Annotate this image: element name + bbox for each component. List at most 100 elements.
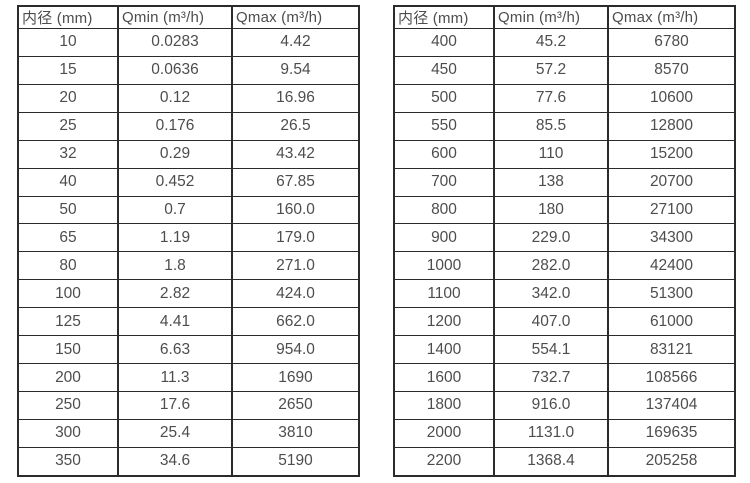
qmax-cell: 424.0: [231, 279, 360, 309]
qmax-cell: 10600: [607, 83, 736, 113]
diameter-cell: 400: [393, 28, 495, 57]
table-row: 700 138 20700: [393, 167, 736, 197]
table-row: 300 25.4 3810: [17, 418, 360, 448]
table-row: 65 1.19 179.0: [17, 223, 360, 253]
table-row: 450 57.2 8570: [393, 55, 736, 85]
qmin-cell: 34.6: [117, 446, 233, 477]
qmax-cell: 51300: [607, 279, 736, 309]
diameter-cell: 80: [17, 251, 119, 281]
qmax-cell: 27100: [607, 195, 736, 225]
qmin-cell: 57.2: [493, 55, 609, 85]
qmax-cell: 3810: [231, 418, 360, 448]
qmax-cell: 42400: [607, 251, 736, 281]
qmin-cell: 11.3: [117, 363, 233, 392]
qmax-cell: 169635: [607, 418, 736, 448]
qmax-cell: 6780: [607, 28, 736, 57]
table-row: 600 110 15200: [393, 139, 736, 169]
table-row: 500 77.6 10600: [393, 83, 736, 113]
header-cell: Qmin (m³/h): [493, 5, 609, 29]
qmax-cell: 160.0: [231, 195, 360, 225]
table-row: 32 0.29 43.42: [17, 139, 360, 169]
diameter-cell: 1600: [393, 363, 495, 392]
qmax-cell: 67.85: [231, 167, 360, 197]
qmin-cell: 732.7: [493, 363, 609, 392]
qmin-cell: 1368.4: [493, 446, 609, 477]
qmax-cell: 12800: [607, 111, 736, 141]
qmin-cell: 4.41: [117, 307, 233, 337]
qmax-cell: 137404: [607, 390, 736, 420]
qmin-cell: 282.0: [493, 251, 609, 281]
diameter-cell: 2000: [393, 418, 495, 448]
qmin-cell: 0.0636: [117, 55, 233, 85]
diameter-cell: 350: [17, 446, 119, 477]
diameter-cell: 200: [17, 363, 119, 392]
table-row: 15 0.0636 9.54: [17, 55, 360, 85]
qmin-cell: 407.0: [493, 307, 609, 337]
table-row: 20 0.12 16.96: [17, 83, 360, 113]
diameter-cell: 100: [17, 279, 119, 309]
qmin-cell: 229.0: [493, 223, 609, 253]
diameter-cell: 25: [17, 111, 119, 141]
table-row: 550 85.5 12800: [393, 111, 736, 141]
qmax-cell: 26.5: [231, 111, 360, 141]
diameter-cell: 150: [17, 335, 119, 365]
header-cell: Qmax (m³/h): [231, 5, 360, 29]
qmin-cell: 1.19: [117, 223, 233, 253]
qmin-cell: 110: [493, 139, 609, 169]
diameter-cell: 125: [17, 307, 119, 337]
table-row: 1400 554.1 83121: [393, 335, 736, 365]
qmax-cell: 1690: [231, 363, 360, 392]
diameter-cell: 550: [393, 111, 495, 141]
table-row: 100 2.82 424.0: [17, 279, 360, 309]
qmin-cell: 25.4: [117, 418, 233, 448]
table-row: 1600 732.7 108566: [393, 363, 736, 392]
table-row: 1000 282.0 42400: [393, 251, 736, 281]
table-row: 1100 342.0 51300: [393, 279, 736, 309]
qmin-cell: 0.7: [117, 195, 233, 225]
diameter-cell: 1100: [393, 279, 495, 309]
qmax-cell: 4.42: [231, 28, 360, 57]
spec-table-large-diameters: 内径 (mm) Qmin (m³/h) Qmax (m³/h) 400 45.2 6780…: [393, 5, 736, 477]
qmax-cell: 8570: [607, 55, 736, 85]
diameter-cell: 600: [393, 139, 495, 169]
qmax-cell: 16.96: [231, 83, 360, 113]
qmax-cell: 271.0: [231, 251, 360, 281]
qmax-cell: 61000: [607, 307, 736, 337]
diameter-cell: 40: [17, 167, 119, 197]
header-cell: Qmin (m³/h): [117, 5, 233, 29]
diameter-cell: 1400: [393, 335, 495, 365]
qmin-cell: 180: [493, 195, 609, 225]
diameter-cell: 20: [17, 83, 119, 113]
table-row: 900 229.0 34300: [393, 223, 736, 253]
qmax-cell: 20700: [607, 167, 736, 197]
qmax-cell: 15200: [607, 139, 736, 169]
diameter-cell: 900: [393, 223, 495, 253]
qmin-cell: 554.1: [493, 335, 609, 365]
qmin-cell: 45.2: [493, 28, 609, 57]
table-row: 250 17.6 2650: [17, 390, 360, 420]
qmin-cell: 0.29: [117, 139, 233, 169]
qmin-cell: 0.0283: [117, 28, 233, 57]
qmin-cell: 0.452: [117, 167, 233, 197]
diameter-cell: 800: [393, 195, 495, 225]
qmax-cell: 179.0: [231, 223, 360, 253]
qmin-cell: 17.6: [117, 390, 233, 420]
qmax-cell: 108566: [607, 363, 736, 392]
qmax-cell: 83121: [607, 335, 736, 365]
qmax-cell: 9.54: [231, 55, 360, 85]
diameter-cell: 15: [17, 55, 119, 85]
table-row: 2200 1368.4 205258: [393, 446, 736, 477]
header-row: 内径 (mm) Qmin (m³/h) Qmax (m³/h): [393, 5, 736, 29]
qmax-cell: 43.42: [231, 139, 360, 169]
qmin-cell: 6.63: [117, 335, 233, 365]
qmin-cell: 916.0: [493, 390, 609, 420]
diameter-cell: 250: [17, 390, 119, 420]
table-row: 25 0.176 26.5: [17, 111, 360, 141]
diameter-cell: 300: [17, 418, 119, 448]
table-row: 2000 1131.0 169635: [393, 418, 736, 448]
table-row: 10 0.0283 4.42: [17, 28, 360, 57]
qmin-cell: 0.176: [117, 111, 233, 141]
table-row: 350 34.6 5190: [17, 446, 360, 477]
qmin-cell: 2.82: [117, 279, 233, 309]
